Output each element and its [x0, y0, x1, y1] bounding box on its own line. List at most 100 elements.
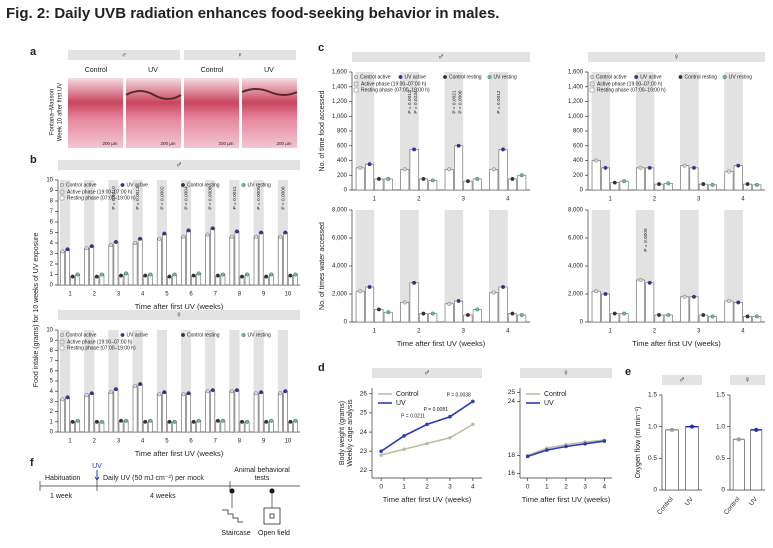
- y-axis-label: Weekly cage analysis: [347, 399, 354, 467]
- x-tick-label: 4: [741, 329, 745, 335]
- sex-header: ♀: [744, 374, 751, 384]
- bar: [89, 392, 95, 433]
- bar-dot: [666, 181, 671, 186]
- p-value: P = 0.0002: [159, 186, 165, 210]
- x-axis-label: Time after first UV (weeks): [135, 302, 224, 311]
- legend-marker: [443, 75, 447, 79]
- bar: [253, 392, 259, 433]
- bar-dot: [60, 397, 65, 402]
- bar-dot: [288, 419, 293, 424]
- bar: [186, 230, 191, 286]
- x-tick-label: 4: [506, 197, 510, 203]
- bar: [229, 390, 235, 433]
- bar-dot: [205, 389, 210, 394]
- bar-dot: [157, 236, 162, 241]
- legend-label: Control resting: [449, 74, 482, 80]
- bar-dot: [612, 311, 617, 316]
- y-tick-label: 800: [337, 129, 348, 135]
- timeline-label: Habituation: [45, 475, 81, 482]
- bar-dot: [456, 143, 461, 148]
- y-tick-label: 9: [50, 338, 54, 344]
- x-tick-label: 3: [583, 484, 587, 491]
- y-tick-label: 10: [46, 178, 53, 184]
- point: [525, 454, 530, 459]
- x-tick-label: 7: [214, 292, 218, 298]
- bar-dot: [235, 388, 239, 393]
- bar-dot: [148, 418, 153, 423]
- bar-dot: [358, 289, 363, 294]
- bar-dot: [736, 163, 741, 168]
- legend-label: Control resting: [685, 74, 718, 80]
- x-tick-label: UV: [748, 495, 760, 507]
- y-tick-label: 8,000: [332, 208, 348, 214]
- bar-dot: [402, 300, 407, 305]
- point: [379, 453, 383, 457]
- legend-swatch: [589, 87, 595, 93]
- bar: [186, 392, 191, 433]
- histology-image: [68, 78, 123, 148]
- bar-dot: [148, 272, 153, 277]
- x-tick-label: 1: [545, 484, 549, 491]
- legend-label: Control active: [596, 74, 627, 80]
- bar: [689, 167, 699, 191]
- legend-label: Control active: [360, 74, 391, 80]
- column-label: UV: [264, 67, 274, 74]
- x-axis-label: Time after first UV (weeks): [397, 339, 486, 348]
- bar-dot: [754, 314, 759, 319]
- legend-swatch: [353, 81, 359, 87]
- uv-arrow: [94, 470, 100, 482]
- x-tick-label: 1: [608, 197, 612, 203]
- histology-image: [184, 78, 239, 148]
- bar: [444, 303, 454, 323]
- bar: [229, 236, 235, 286]
- point: [402, 447, 406, 452]
- x-axis-label: Time after first UV (weeks): [135, 449, 224, 458]
- y-axis-label: No. of time food accessed: [319, 90, 326, 171]
- legend-label: UV active: [640, 74, 662, 80]
- x-tick-label: 4: [506, 329, 510, 335]
- header-bar: [58, 160, 300, 170]
- y-tick-label: 25: [360, 410, 368, 417]
- active-phase-shade: [180, 180, 192, 285]
- bar-dot: [386, 310, 391, 315]
- open-field-icon: [263, 507, 281, 525]
- y-tick-label: 8,000: [568, 208, 584, 214]
- bar: [454, 145, 464, 191]
- y-tick-label: 0: [344, 320, 348, 326]
- bar: [210, 389, 216, 433]
- bar-dot: [447, 301, 452, 306]
- bar: [132, 242, 138, 286]
- bar-dot: [191, 273, 196, 278]
- staircase-icon: [222, 509, 243, 523]
- bar-dot: [210, 226, 215, 231]
- bar: [132, 385, 138, 433]
- bar-dot: [75, 272, 80, 277]
- bar: [277, 236, 283, 286]
- sex-header: ♂: [176, 159, 183, 169]
- panel-label: a: [30, 46, 37, 58]
- bar-dot: [220, 272, 225, 277]
- bar-dot: [690, 424, 694, 429]
- bar-dot: [603, 292, 608, 296]
- bar-dot: [754, 182, 759, 187]
- header-bar: [730, 375, 765, 385]
- bar-dot: [75, 418, 80, 423]
- legend-marker: [678, 75, 683, 79]
- y-tick-label: 1,000: [568, 114, 584, 120]
- bar: [84, 394, 90, 433]
- bar-dot: [519, 173, 524, 178]
- y-tick-label: 8: [50, 348, 54, 354]
- bar: [283, 232, 288, 286]
- legend-swatch: [59, 345, 65, 351]
- scale-bar-label: 200 µm: [102, 141, 117, 146]
- active-phase-shade: [277, 330, 288, 432]
- legend-marker: [60, 183, 64, 187]
- series-line: [380, 423, 474, 456]
- y-tick-label: 10: [46, 328, 53, 334]
- x-tick-label: 6: [189, 439, 193, 445]
- histology-images: [68, 78, 298, 148]
- x-tick-label: 0: [526, 484, 530, 491]
- y-tick-label: 24: [508, 398, 516, 405]
- legend-label: Active phase (19:00–07:00 h): [597, 81, 663, 87]
- legend-marker: [120, 183, 125, 187]
